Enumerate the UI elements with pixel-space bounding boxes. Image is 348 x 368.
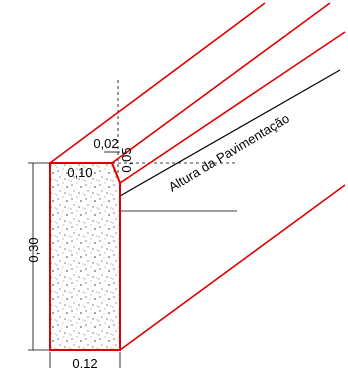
pavement-line (119, 69, 341, 197)
pavement-label: Altura da Pavimentação (166, 111, 292, 195)
dim-text: 0,10 (67, 165, 92, 180)
edge-line (49, 2, 266, 164)
dim-text: 0,02 (93, 136, 118, 151)
dim-text: 0,05 (119, 147, 134, 172)
edge-line (119, 31, 346, 184)
curb-section (49, 162, 121, 351)
edge-line (119, 184, 346, 351)
edge-line (111, 2, 331, 164)
dim-text: 0,12 (72, 356, 97, 368)
curb-edges (49, 2, 346, 351)
dim-text: 0,30 (26, 237, 41, 262)
